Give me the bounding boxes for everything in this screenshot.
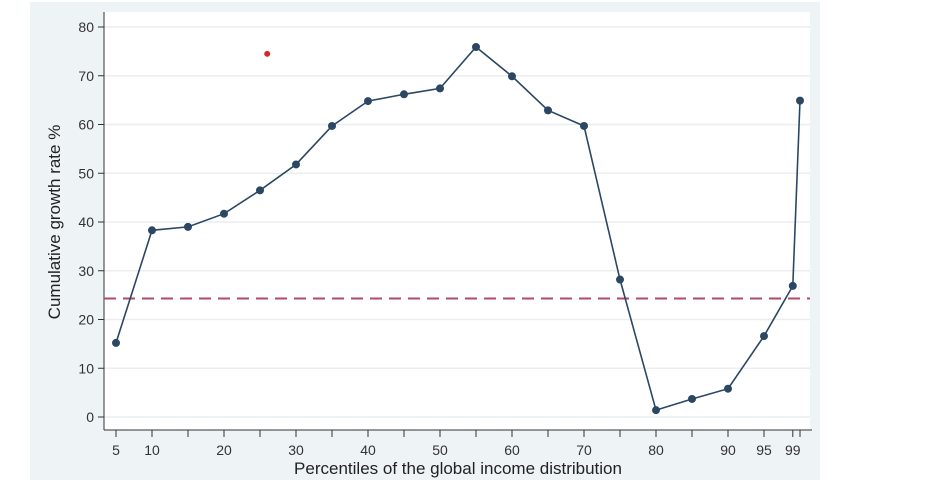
x-axis-title: Percentiles of the global income distrib… bbox=[294, 459, 622, 478]
data-point bbox=[148, 226, 156, 235]
data-point bbox=[220, 209, 228, 218]
y-tick-label: 0 bbox=[86, 409, 94, 425]
data-point bbox=[616, 275, 624, 284]
x-tick-label: 30 bbox=[288, 442, 304, 458]
y-tick-label: 30 bbox=[78, 263, 94, 279]
data-point bbox=[400, 90, 408, 99]
y-tick-label: 80 bbox=[78, 19, 94, 35]
y-tick-label: 60 bbox=[78, 117, 94, 133]
data-point bbox=[328, 121, 336, 130]
x-tick-label: 95 bbox=[756, 442, 772, 458]
x-tick-label: 60 bbox=[504, 442, 520, 458]
y-tick-label: 20 bbox=[78, 312, 94, 328]
x-tick-label: 80 bbox=[648, 442, 664, 458]
data-point bbox=[112, 338, 120, 347]
y-axis-title: Cumulative growth rate % bbox=[45, 125, 64, 320]
gridlines bbox=[104, 26, 810, 418]
y-tick-label: 50 bbox=[78, 165, 94, 181]
y-tick-label: 70 bbox=[78, 68, 94, 84]
data-point bbox=[364, 97, 372, 106]
data-point bbox=[652, 406, 660, 415]
x-tick-label: 5 bbox=[112, 442, 120, 458]
series bbox=[104, 42, 810, 415]
data-point bbox=[508, 72, 516, 81]
highlight-point bbox=[264, 50, 271, 57]
data-point bbox=[688, 394, 696, 403]
data-point bbox=[796, 96, 804, 105]
data-point bbox=[472, 42, 480, 51]
data-point bbox=[256, 186, 264, 195]
y-tick-label: 10 bbox=[78, 360, 94, 376]
y-tick-label: 40 bbox=[78, 214, 94, 230]
x-tick-label: 99 bbox=[785, 442, 801, 458]
x-tick-label: 10 bbox=[144, 442, 160, 458]
data-point bbox=[580, 121, 588, 130]
data-point bbox=[724, 384, 732, 393]
data-point bbox=[760, 332, 768, 341]
data-point bbox=[788, 281, 797, 290]
axes: 0 10 20 30 40 50 60 70 80 5 10 20 30 40 50 60 70 80 90 95 99 bbox=[78, 12, 812, 458]
x-tick-label: 20 bbox=[216, 442, 232, 458]
x-tick-label: 70 bbox=[576, 442, 592, 458]
x-tick-label: 40 bbox=[360, 442, 376, 458]
plot-area bbox=[104, 12, 810, 430]
data-point bbox=[544, 106, 552, 115]
data-point bbox=[292, 160, 300, 169]
data-point bbox=[184, 222, 192, 231]
data-point bbox=[436, 84, 444, 93]
x-tick-label: 90 bbox=[720, 442, 736, 458]
x-tick-label: 50 bbox=[432, 442, 448, 458]
